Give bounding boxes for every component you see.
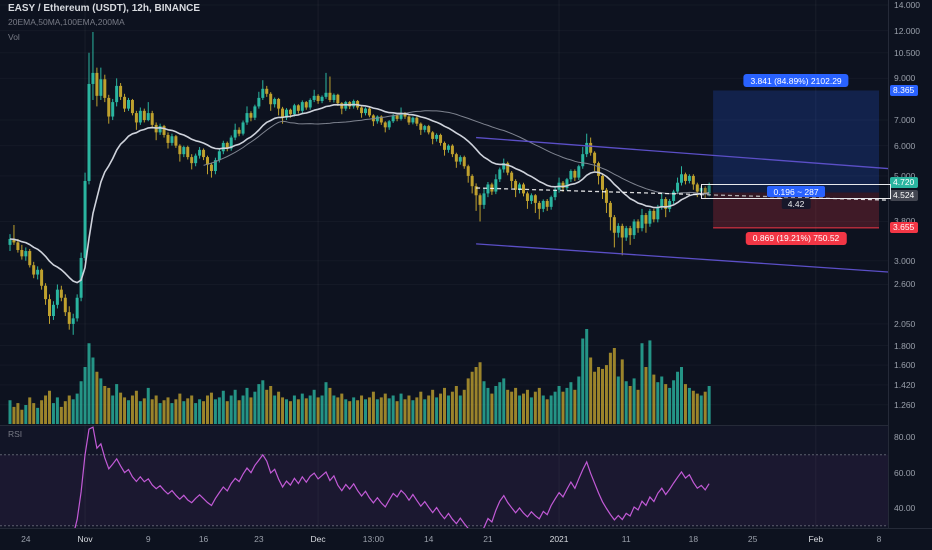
time-axis[interactable]: 24 Nov 9 16 23 Dec 13:00 14 21 2021 11 18 25 Feb 8: [0, 528, 932, 550]
long-position-tool: [713, 90, 879, 229]
indicators-label[interactable]: 20EMA,50MA,100EMA,200MA: [8, 17, 125, 27]
price-axis-label: 2.600: [894, 279, 916, 290]
price-badge-4.720: 4.720: [890, 176, 919, 188]
time-axis-label: 2021: [549, 534, 569, 544]
time-axis-label: Nov: [77, 534, 93, 544]
time-axis-label: 21: [483, 534, 493, 544]
price-badge-3.655: 3.655: [890, 222, 919, 234]
symbol-title[interactable]: EASY / Ethereum (USDT), 12h, BINANCE: [8, 3, 201, 14]
price-axis-label: 3.800: [894, 216, 915, 226]
time-axis-label: Dec: [310, 534, 326, 544]
price-axis-label: 10.500: [894, 47, 920, 58]
chart-legend: EASY / Ethereum (USDT), 12h, BINANCE 20E…: [8, 3, 200, 43]
time-axis-label: 25: [747, 534, 758, 544]
price-axis-label: 7.000: [894, 115, 916, 126]
price-axis-label: 5.000: [894, 170, 916, 181]
rsi-axis-label: 60.00: [894, 467, 916, 478]
rsi-pane-bg: [0, 426, 888, 528]
price-axis-label: 6.000: [894, 140, 916, 151]
time-axis-label: 18: [688, 534, 699, 544]
time-axis-label: 9: [145, 534, 151, 544]
price-axis-label: 12.000: [894, 25, 920, 36]
price-badge-8.365: 8.365: [890, 84, 919, 96]
position-entry-box[interactable]: 0.196 ~ 287: [701, 184, 891, 200]
volume-indicator-label[interactable]: Vol: [8, 32, 20, 42]
position-stop-label[interactable]: 0.869 (19.21%) 750.52: [745, 231, 847, 245]
position-risk-reward-label: 4.42: [781, 198, 811, 210]
rsi-indicator-label[interactable]: RSI: [8, 429, 23, 439]
rsi-axis-label: 80.00: [894, 432, 916, 442]
price-axis-label: 1.420: [894, 379, 916, 390]
time-axis-label: 8: [876, 534, 882, 544]
price-axis-label: 1.600: [894, 360, 916, 371]
price-axis-label: 1.800: [894, 340, 916, 351]
time-axis-label: 23: [254, 534, 264, 544]
price-axis-label: 9.000: [894, 73, 916, 84]
time-axis-label: 16: [198, 534, 209, 544]
price-axis[interactable]: 14.000 12.000 10.500 9.000 7.000 6.000 5.000 3.…: [888, 0, 932, 528]
volume-layer: [8, 329, 711, 424]
position-target-label[interactable]: 3.841 (84.89%) 2102.29: [743, 74, 849, 88]
time-axis-label: Feb: [808, 534, 824, 544]
candles-layer: [8, 31, 711, 335]
price-badge-4.524: 4.524: [890, 190, 919, 202]
price-axis-label: 14.000: [894, 0, 920, 10]
position-quantity-badge: 0.196 ~ 287: [767, 186, 825, 198]
rsi-layer: [0, 426, 888, 528]
time-axis-label: 13:00: [362, 534, 385, 544]
price-axis-label: 1.260: [894, 399, 916, 410]
price-axis-label: 2.050: [894, 318, 916, 329]
time-axis-label: 24: [21, 534, 31, 544]
time-axis-label: 14: [423, 534, 434, 544]
price-axis-label: 3.000: [894, 255, 916, 266]
moving-average-layer: [9, 103, 710, 284]
rsi-axis-label: 40.00: [894, 503, 916, 513]
time-axis-label: 11: [621, 534, 631, 544]
